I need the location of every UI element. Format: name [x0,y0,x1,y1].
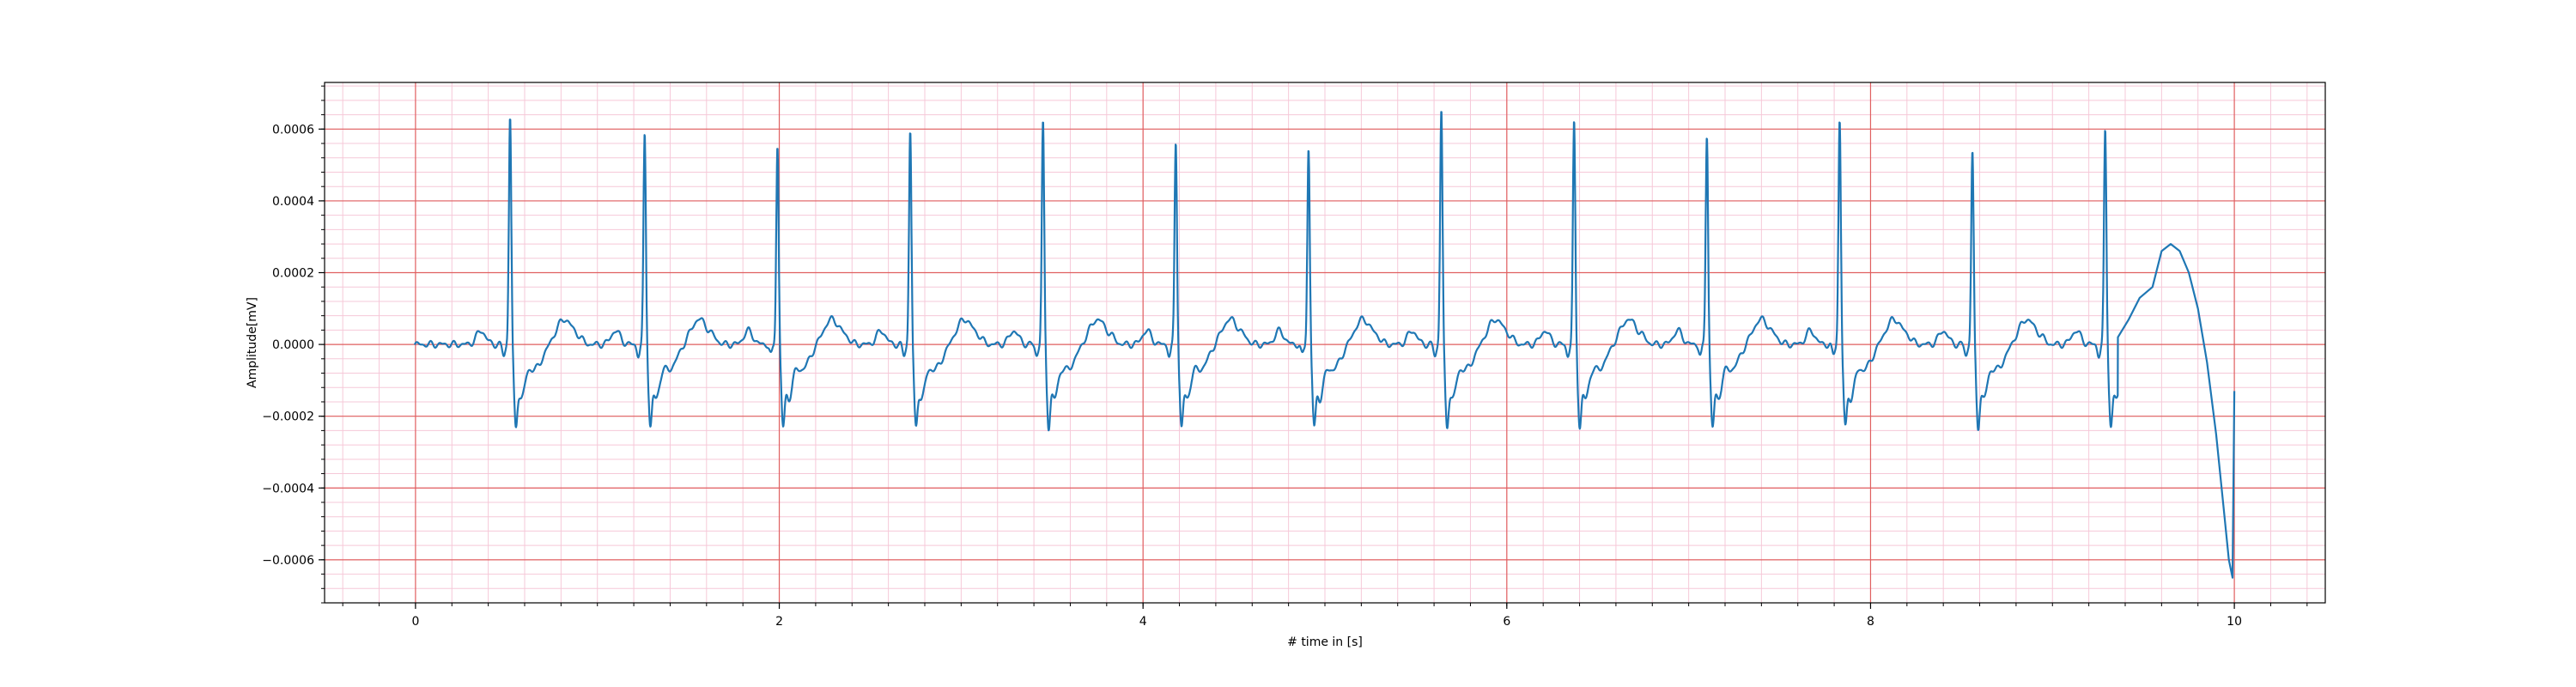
series-layer [413,111,2236,579]
ecg-series-line [413,111,2236,579]
x-tick-label: 8 [1867,615,1874,629]
x-tick-label: 0 [411,615,419,629]
y-tick-label: −0.0006 [262,554,314,568]
y-axis-ticks: −0.0006 −0.0004 −0.0002 0.0000 0.0002 0.0004 0… [262,85,325,604]
major-grid [325,82,2325,603]
y-tick-label: 0.0000 [272,338,314,352]
y-tick-label: 0.0006 [272,123,314,137]
y-tick-label: 0.0002 [272,267,314,281]
y-tick-label: 0.0004 [272,195,314,209]
y-tick-label: −0.0004 [262,482,314,495]
y-tick-label: −0.0002 [262,410,314,424]
x-tick-label: 10 [2227,615,2242,629]
x-tick-label: 2 [775,615,783,629]
minor-grid [325,82,2325,604]
x-tick-label: 6 [1503,615,1510,629]
x-axis-ticks: 0 2 4 6 8 10 [342,603,2308,629]
x-axis-label: # time in [s] [1287,635,1363,649]
x-tick-label: 4 [1139,615,1147,629]
y-axis-label: Amplitude[mV] [246,297,259,388]
